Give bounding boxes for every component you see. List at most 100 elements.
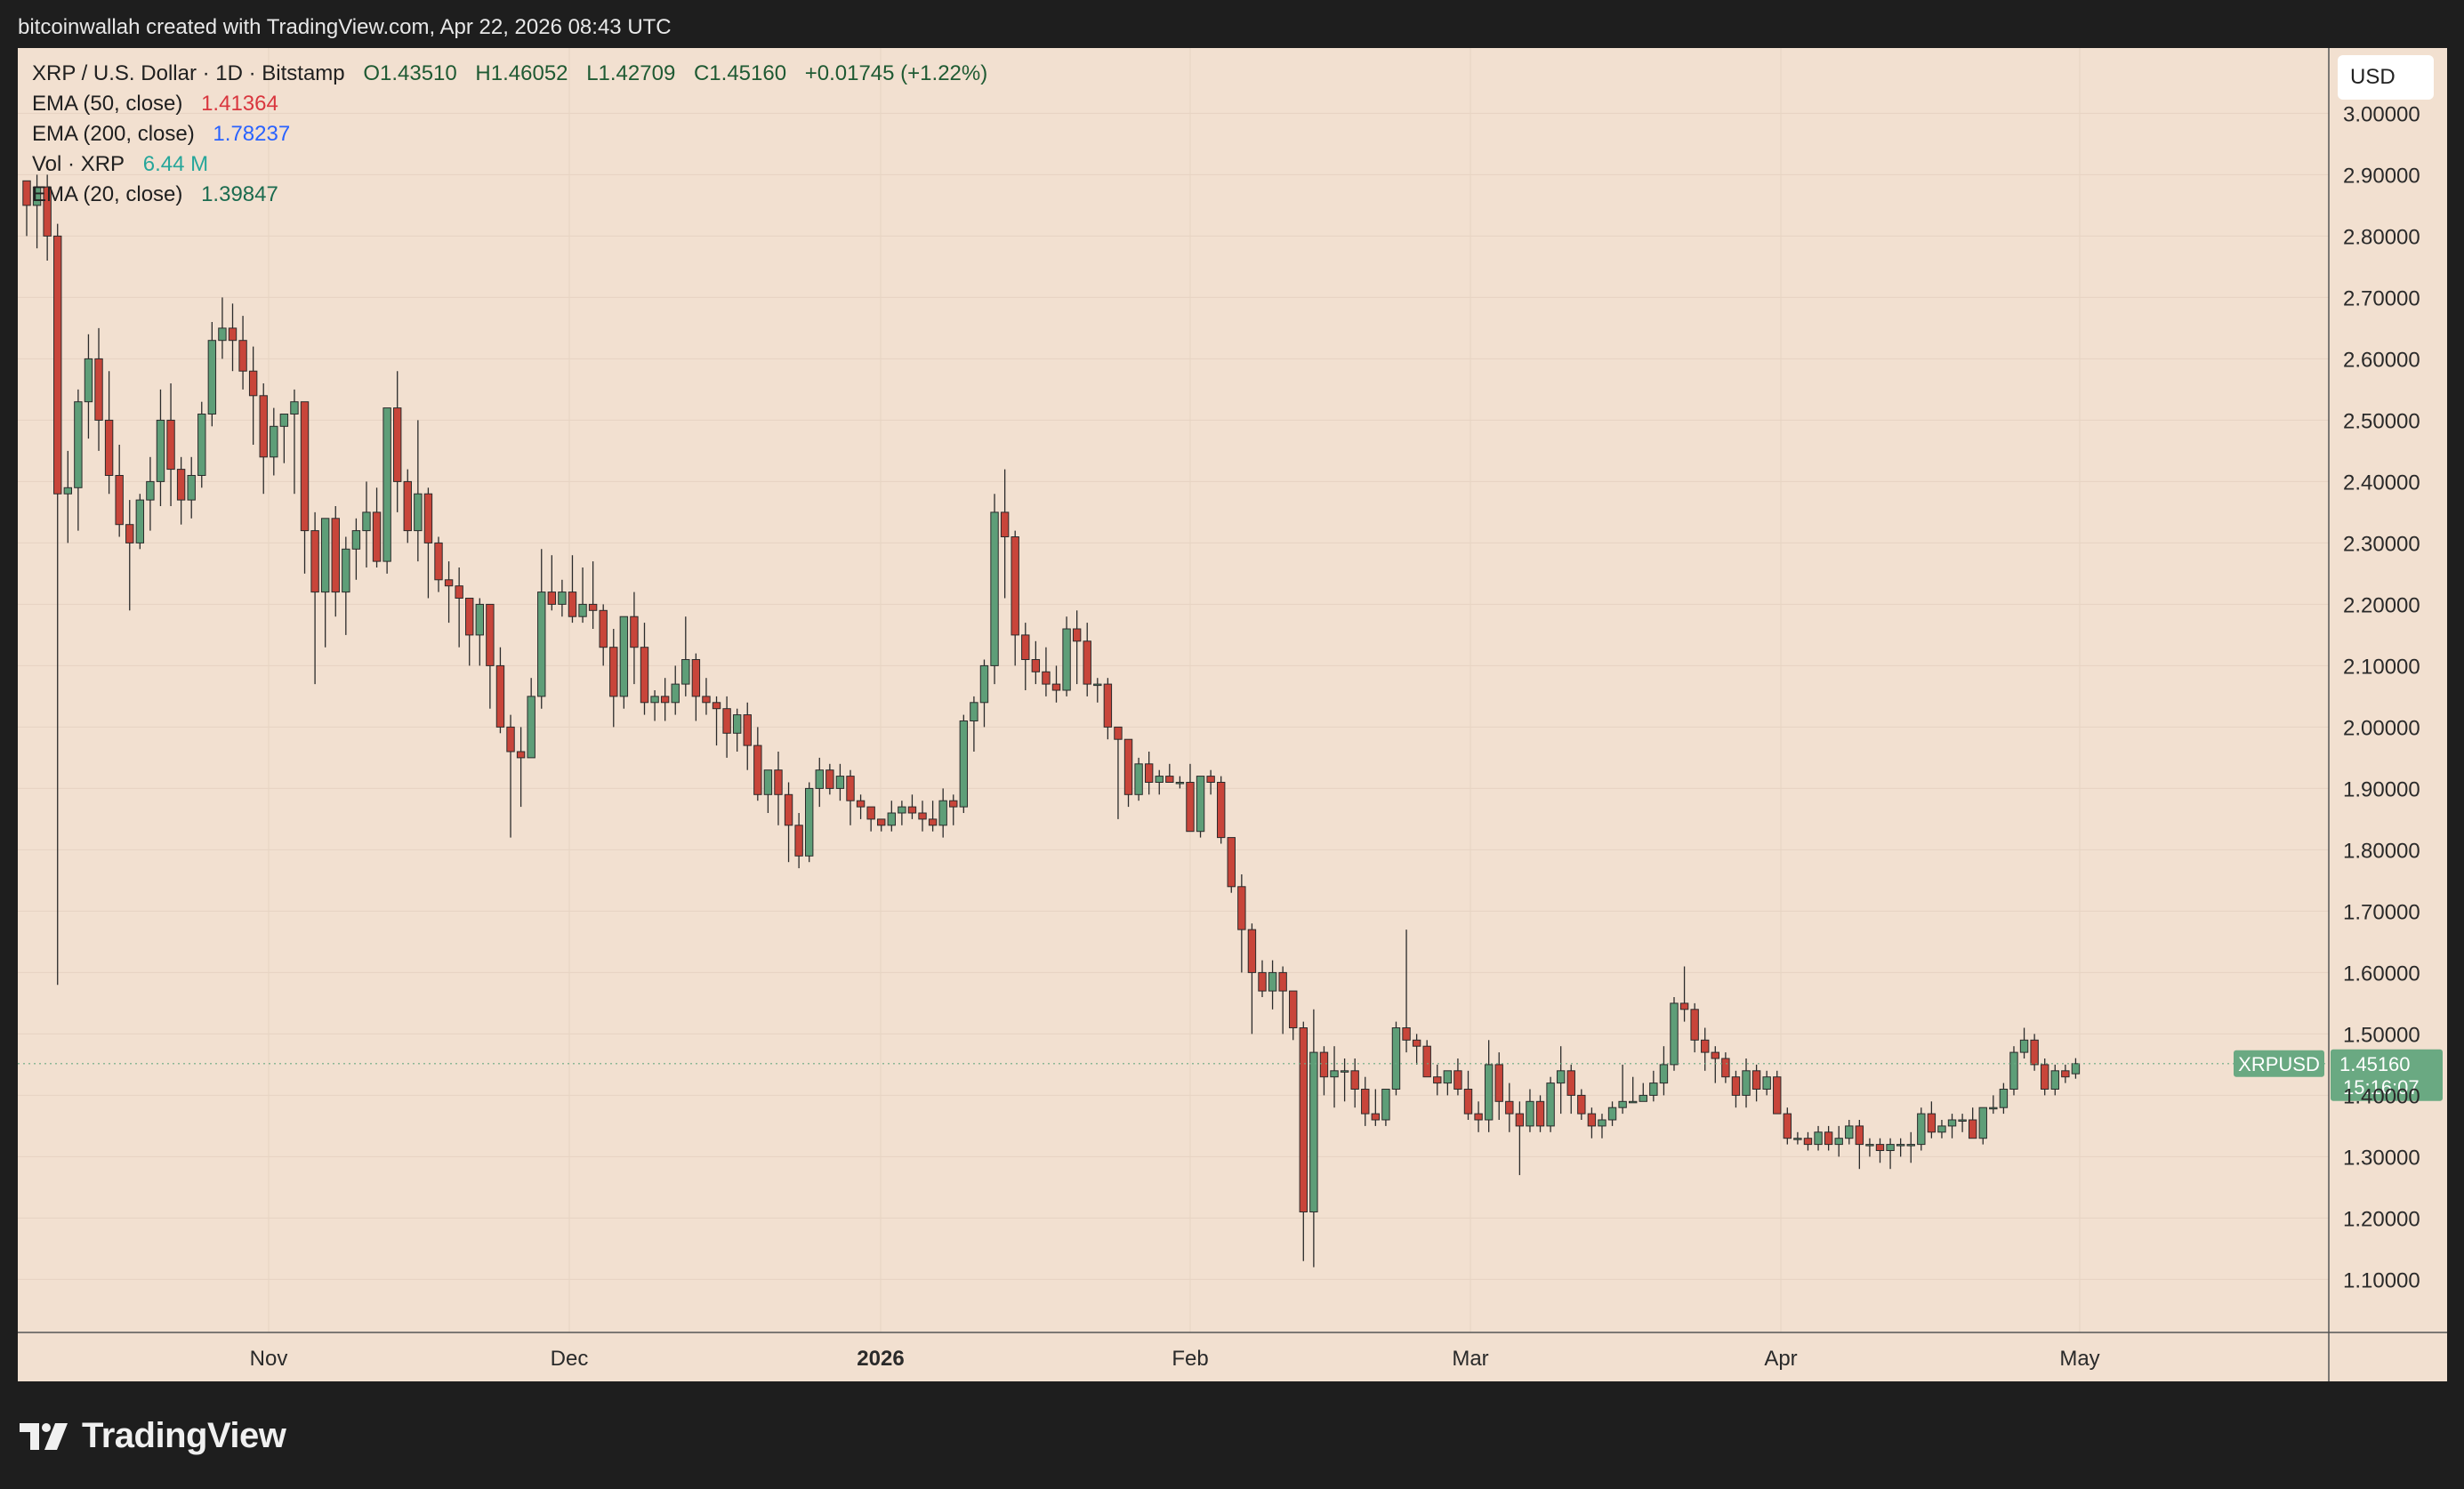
candle-up [2019, 1027, 2029, 1058]
candle-up [1814, 1125, 1823, 1151]
candle-body [1391, 1027, 1401, 1090]
candle-body [2019, 1039, 2029, 1053]
symbol-title[interactable]: XRP / U.S. Dollar · 1D · Bitstamp [32, 61, 345, 85]
candle-down [1577, 1089, 1586, 1120]
candle-up [1762, 1070, 1771, 1096]
tradingview-icon [20, 1422, 68, 1450]
candle-down [94, 327, 103, 451]
candle-up [1639, 1083, 1647, 1102]
candle-down [1422, 1040, 1431, 1078]
candle-down [866, 806, 875, 832]
candle-body [1031, 659, 1041, 672]
candle-body [970, 702, 978, 721]
candle-down [949, 794, 958, 825]
candle-up [959, 714, 969, 813]
y-tick-label: 2.90000 [2343, 164, 2420, 188]
candle-body [1649, 1083, 1658, 1096]
candle-body [84, 358, 93, 403]
candle-up [1196, 776, 1205, 838]
candle-body [1453, 1070, 1462, 1091]
tradingview-logo[interactable]: TradingView [20, 1416, 286, 1456]
candle-down [53, 223, 62, 986]
candle-body [300, 401, 310, 532]
legend-ema20[interactable]: EMA (20, close) 1.39847 [32, 180, 1000, 210]
candle-down [640, 623, 649, 715]
candle-body [1803, 1138, 1813, 1146]
candle-down [423, 487, 433, 599]
candle-body [794, 825, 803, 857]
candle-down [465, 598, 474, 666]
candle-down [1371, 1089, 1381, 1126]
candle-body [1587, 1113, 1597, 1127]
candle-body [2050, 1070, 2059, 1091]
candle-down [743, 702, 752, 770]
candle-down [1103, 678, 1113, 740]
ohlc-close: C1.45160 [693, 61, 787, 85]
candle-body [1443, 1070, 1453, 1084]
candle-body [681, 659, 690, 685]
candle-body [805, 787, 814, 857]
candle-body [495, 664, 505, 728]
candle-down [1803, 1131, 1813, 1151]
chart-area[interactable]: XRPUSD 1.45160 15:16:07 3.00000 2.90000 2.80… [18, 48, 2447, 1381]
candle-up [1268, 960, 1277, 1010]
candle-body [588, 603, 598, 611]
candle-body [1670, 1002, 1679, 1066]
candle-body [1083, 640, 1091, 685]
candle-body [774, 769, 783, 795]
candle-body [1855, 1125, 1864, 1146]
candle-up [671, 665, 680, 715]
x-tick-label: Dec [551, 1347, 589, 1371]
candle-body [187, 475, 196, 501]
candle-down [1123, 738, 1133, 808]
candle-body [1793, 1138, 1802, 1140]
candle-body [1515, 1113, 1525, 1127]
candle-down [1206, 769, 1215, 795]
candle-body [1618, 1100, 1627, 1108]
candle-down [455, 567, 463, 648]
candle-up [2050, 1064, 2059, 1096]
candle-up [382, 407, 391, 574]
candle-body [1422, 1045, 1431, 1078]
candle-body [753, 744, 762, 795]
legend-ema200[interactable]: EMA (200, close) 1.78237 [32, 119, 1000, 149]
candle-body [1330, 1070, 1339, 1078]
candle-body [320, 518, 330, 593]
candle-up [1526, 1089, 1534, 1132]
candle-body [176, 469, 186, 501]
ohlc-open: O1.43510 [363, 61, 457, 85]
x-tick-label: Apr [1764, 1347, 1797, 1371]
candle-down [1412, 1034, 1421, 1065]
brand-name: TradingView [82, 1416, 286, 1455]
candle-up [1937, 1120, 1946, 1139]
candle-up [475, 598, 484, 666]
candle-body [1989, 1107, 1998, 1110]
candle-up [1649, 1070, 1658, 1102]
price-tag-box [2331, 1049, 2443, 1101]
candle-up [1958, 1114, 1967, 1132]
x-tick-label: Feb [1172, 1347, 1208, 1371]
candle-body [1577, 1094, 1586, 1115]
y-tick-label: 3.00000 [2343, 102, 2420, 126]
currency-selector[interactable]: USD [2338, 55, 2434, 100]
candle-up [1999, 1083, 2009, 1115]
candle-body [1865, 1144, 1874, 1147]
candle-down [228, 303, 238, 372]
candle-down [1000, 469, 1010, 599]
candle-up [1093, 678, 1102, 703]
legend-ema50[interactable]: EMA (50, close) 1.41364 [32, 89, 1000, 119]
candle-body [228, 327, 238, 342]
candle-body [1206, 776, 1215, 783]
candle-body [537, 592, 546, 697]
candle-body [270, 425, 278, 458]
candle-body [609, 647, 618, 697]
candle-down [1361, 1076, 1370, 1126]
candle-down [372, 487, 382, 567]
candle-body [1412, 1039, 1421, 1047]
candle-down [1566, 1064, 1575, 1115]
candle-down [495, 647, 505, 734]
legend-volume[interactable]: Vol · XRP 6.44 M [32, 149, 1000, 180]
candle-body [1566, 1070, 1575, 1096]
y-tick-label: 2.30000 [2343, 532, 2420, 556]
